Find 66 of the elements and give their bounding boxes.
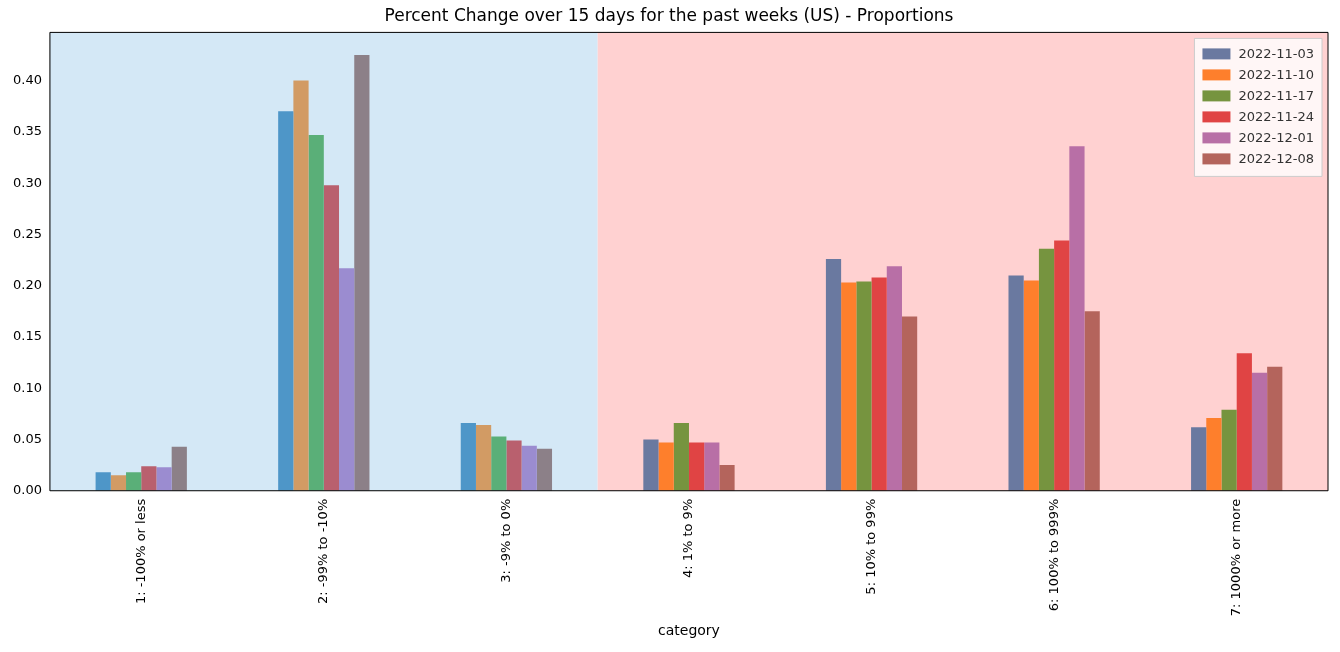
legend-label: 2022-12-08 bbox=[1238, 150, 1315, 166]
bar bbox=[323, 185, 340, 491]
bar bbox=[536, 448, 553, 491]
bar bbox=[491, 436, 507, 491]
y-tick-label: 0.25 bbox=[12, 225, 42, 241]
bar bbox=[460, 423, 476, 491]
x-tick-label: 5: 10% to 99% bbox=[862, 498, 878, 595]
bar bbox=[825, 259, 842, 491]
bar bbox=[704, 442, 720, 491]
bar bbox=[354, 54, 370, 491]
legend-label: 2022-11-03 bbox=[1238, 45, 1315, 61]
bar bbox=[856, 281, 872, 491]
bar bbox=[1267, 366, 1283, 491]
bar bbox=[521, 445, 537, 491]
bar bbox=[156, 467, 172, 491]
x-tick-label: 3: -9% to 0% bbox=[497, 498, 513, 583]
bar bbox=[1251, 372, 1268, 491]
bar bbox=[1191, 427, 1207, 491]
legend-label: 2022-12-01 bbox=[1238, 129, 1315, 145]
bar bbox=[126, 472, 142, 491]
legend-label: 2022-11-17 bbox=[1238, 87, 1315, 103]
bar bbox=[141, 466, 157, 491]
y-tick-label: 0.15 bbox=[12, 328, 42, 344]
y-tick-label: 0.20 bbox=[12, 277, 42, 293]
bar bbox=[1008, 275, 1024, 491]
bar bbox=[1206, 417, 1222, 491]
bar bbox=[901, 316, 918, 491]
bar bbox=[171, 446, 187, 491]
bar bbox=[308, 134, 324, 491]
bar bbox=[506, 440, 522, 491]
bar bbox=[643, 439, 659, 491]
y-tick-label: 0.30 bbox=[12, 174, 42, 190]
bar bbox=[871, 277, 887, 491]
x-tick-label: 1: -100% or less bbox=[132, 498, 148, 605]
bar bbox=[841, 282, 857, 491]
chart-title: Percent Change over 15 days for the past weeks (US) - Proportions bbox=[384, 4, 954, 25]
bar bbox=[1054, 240, 1070, 491]
x-axis-title: category bbox=[658, 622, 720, 639]
y-tick-label: 0.10 bbox=[12, 379, 42, 395]
y-tick-label: 0.00 bbox=[12, 482, 42, 498]
y-tick-label: 0.35 bbox=[12, 123, 42, 139]
bar bbox=[475, 425, 492, 491]
bar bbox=[688, 442, 705, 491]
bar bbox=[339, 268, 355, 491]
bar bbox=[278, 111, 294, 491]
x-tick-label: 7: 1000% or more bbox=[1228, 498, 1244, 617]
legend-label: 2022-11-10 bbox=[1238, 66, 1315, 82]
bar bbox=[1069, 146, 1085, 491]
bar bbox=[110, 475, 127, 491]
bar bbox=[1023, 280, 1039, 491]
legend-label: 2022-11-24 bbox=[1238, 108, 1315, 124]
y-tick-label: 0.40 bbox=[12, 71, 42, 87]
bar bbox=[95, 472, 111, 491]
x-tick-label: 2: -99% to -10% bbox=[315, 498, 331, 605]
bar bbox=[1038, 248, 1055, 491]
bar bbox=[1221, 409, 1237, 491]
y-tick-label: 0.05 bbox=[12, 430, 42, 446]
bar bbox=[658, 442, 674, 491]
bar bbox=[673, 423, 689, 491]
bar bbox=[1084, 311, 1100, 491]
bar bbox=[293, 80, 309, 491]
bar bbox=[1236, 353, 1252, 491]
x-tick-label: 6: 100% to 999% bbox=[1045, 498, 1061, 612]
bar bbox=[886, 266, 902, 491]
bar bbox=[719, 465, 735, 491]
x-tick-label: 4: 1% to 9% bbox=[680, 498, 696, 579]
